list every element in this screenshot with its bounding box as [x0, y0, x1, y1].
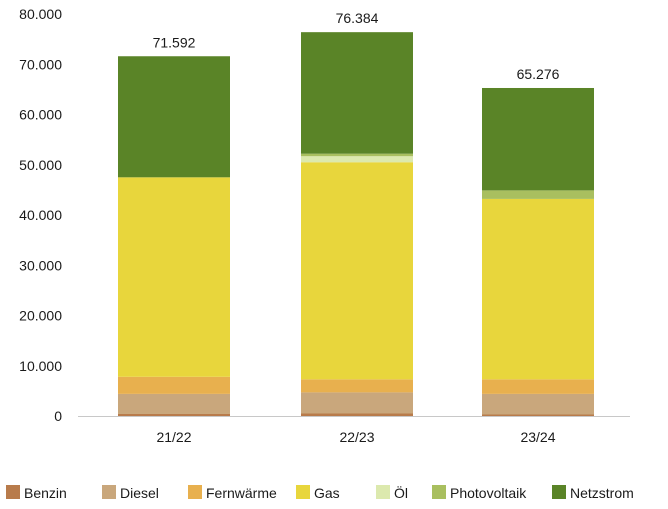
y-tick-label: 0: [54, 408, 62, 424]
legend-item: Netzstrom: [552, 485, 634, 501]
bar-segment-gas: [118, 177, 230, 377]
y-tick-label: 70.000: [19, 56, 62, 72]
y-tick-label: 80.000: [19, 6, 62, 22]
y-axis: 0 10.000 20.000 30.000 40.000 50.000 60.000 70.…: [19, 6, 62, 424]
bar-segment-netzstrom: [118, 56, 230, 178]
legend-item: Diesel: [102, 485, 159, 501]
bar-segment-diesel: [301, 392, 413, 414]
legend-swatch: [296, 485, 310, 499]
y-tick-label: 40.000: [19, 207, 62, 223]
legend: Benzin Diesel Fernwärme Gas Öl Photovoltaik Ne…: [6, 484, 634, 501]
y-tick-label: 30.000: [19, 257, 62, 273]
bar-segment-fernw-rme: [482, 379, 594, 394]
bar-segment-benzin: [301, 413, 413, 416]
legend-item: Photovoltaik: [432, 485, 527, 501]
bar-segment-fernw-rme: [118, 376, 230, 394]
legend-item: Benzin: [6, 485, 67, 501]
legend-label: Benzin: [24, 485, 67, 501]
legend-label: Gas: [314, 485, 340, 501]
bars: [118, 32, 594, 416]
legend-item: Öl: [376, 484, 408, 501]
bar-segment--l: [301, 156, 413, 163]
total-label: 76.384: [336, 10, 379, 26]
legend-swatch: [102, 485, 116, 499]
legend-label: Öl: [394, 484, 408, 501]
x-tick-label: 22/23: [339, 429, 374, 445]
bar-segment-gas: [482, 198, 594, 380]
bar-segment-diesel: [482, 393, 594, 415]
bar-segment-benzin: [118, 413, 230, 416]
legend-item: Gas: [296, 485, 340, 501]
legend-label: Photovoltaik: [450, 485, 527, 501]
bar-segment-fernw-rme: [301, 379, 413, 393]
y-tick-label: 10.000: [19, 358, 62, 374]
total-label: 65.276: [517, 66, 560, 82]
x-axis: 21/22 22/23 23/24: [78, 416, 630, 445]
legend-label: Diesel: [120, 485, 159, 501]
total-label: 71.592: [153, 34, 196, 50]
bar-segment-benzin: [482, 414, 594, 416]
bar-segment-netzstrom: [482, 87, 594, 191]
legend-swatch: [432, 485, 446, 499]
legend-label: Netzstrom: [570, 485, 634, 501]
total-labels: 71.592 76.384 65.276: [153, 10, 560, 82]
bar-segment-photovoltaik: [482, 190, 594, 199]
x-tick-label: 23/24: [520, 429, 555, 445]
legend-label: Fernwärme: [206, 485, 277, 501]
x-tick-label: 21/22: [156, 429, 191, 445]
bar-segment-gas: [301, 162, 413, 380]
bar-segment-diesel: [118, 393, 230, 414]
legend-swatch: [376, 485, 390, 499]
bar-segment-photovoltaik: [301, 153, 413, 157]
legend-swatch: [188, 485, 202, 499]
y-tick-label: 60.000: [19, 107, 62, 123]
y-tick-label: 50.000: [19, 157, 62, 173]
legend-swatch: [552, 485, 566, 499]
legend-item: Fernwärme: [188, 485, 277, 501]
bar-segment-netzstrom: [301, 32, 413, 154]
legend-swatch: [6, 485, 20, 499]
y-tick-label: 20.000: [19, 308, 62, 324]
